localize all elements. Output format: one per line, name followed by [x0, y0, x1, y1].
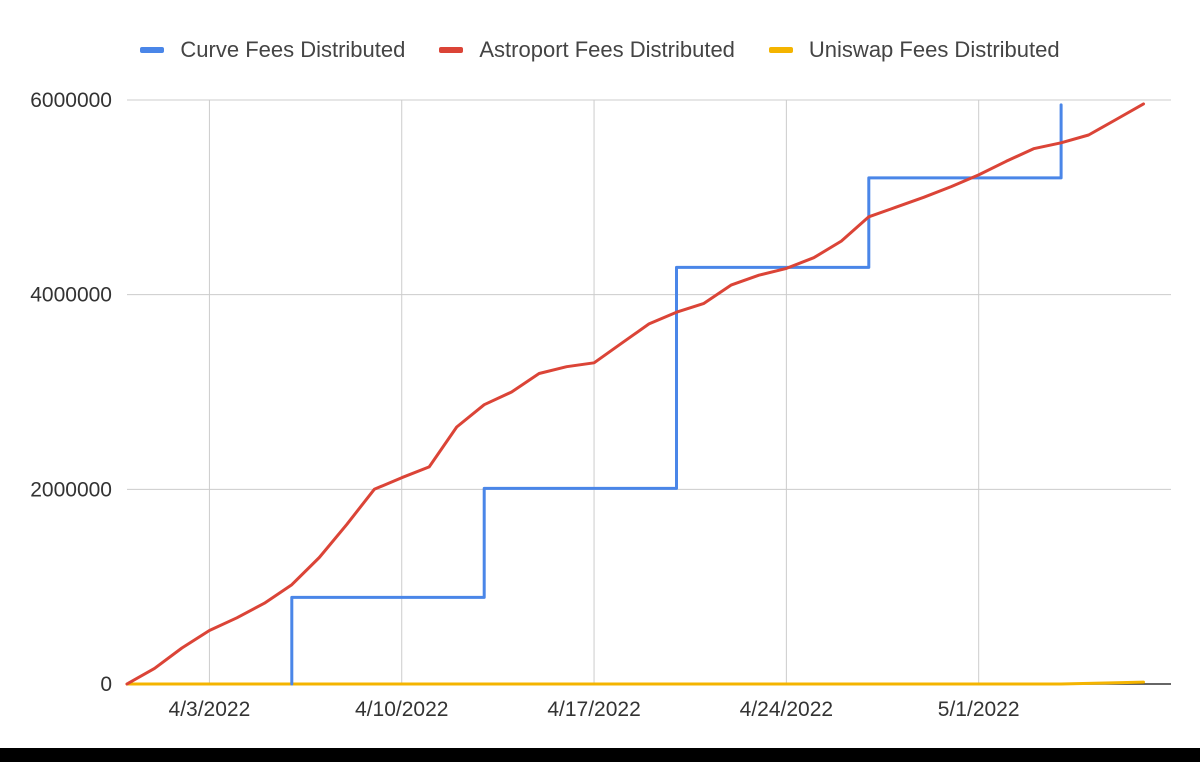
legend-item-uniswap[interactable]: Uniswap Fees Distributed	[768, 37, 1060, 63]
x-tick-label: 4/3/2022	[169, 698, 251, 721]
grid-lines	[127, 99, 1171, 685]
legend-label-curve: Curve Fees Distributed	[180, 37, 406, 62]
y-tick-label: 0	[100, 673, 112, 696]
legend-item-curve[interactable]: Curve Fees Distributed	[140, 37, 405, 63]
legend-swatch-uniswap	[768, 47, 793, 53]
x-tick-label: 4/24/2022	[740, 698, 833, 721]
y-tick-label: 2000000	[30, 478, 112, 501]
series-lines	[125, 102, 1145, 686]
legend-label-astroport: Astroport Fees Distributed	[479, 37, 735, 62]
y-tick-label: 4000000	[30, 284, 112, 307]
legend-label-uniswap: Uniswap Fees Distributed	[808, 37, 1060, 62]
y-tick-label: 6000000	[30, 89, 112, 112]
legend-swatch-astroport	[439, 47, 464, 53]
chart-legend: Curve Fees Distributed Astroport Fees Di…	[0, 30, 1200, 70]
series-line-astroport	[125, 102, 1145, 686]
series-line-uniswap	[125, 680, 1145, 686]
axis-labels: 0 2000000 4000000 6000000 4/3/2022 4/10/2022 4…	[30, 89, 1019, 721]
x-tick-label: 4/10/2022	[355, 698, 448, 721]
legend-swatch-curve	[140, 47, 165, 53]
legend-item-astroport[interactable]: Astroport Fees Distributed	[439, 37, 735, 63]
x-tick-label: 5/1/2022	[938, 698, 1020, 721]
x-tick-label: 4/17/2022	[547, 698, 640, 721]
series-line-curve	[290, 103, 1063, 686]
